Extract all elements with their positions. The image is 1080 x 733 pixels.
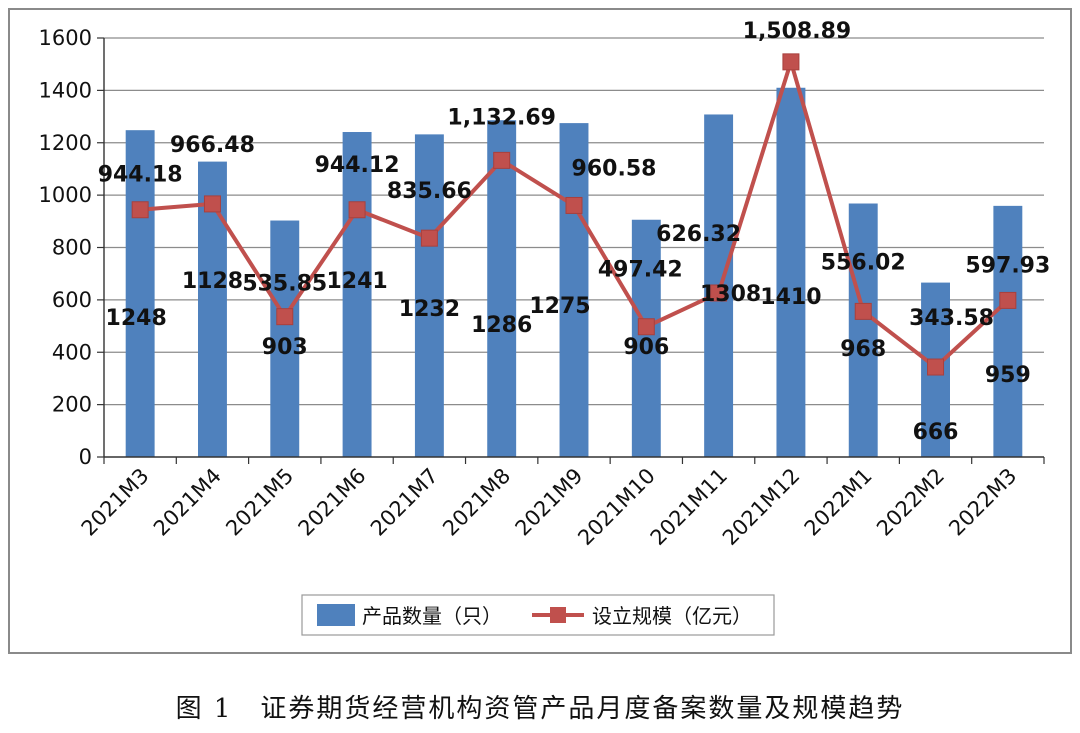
line-point-2021M6 <box>348 201 366 219</box>
legend-line-label: 设立规模（亿元） <box>592 604 752 628</box>
x-tick-label-2021M6: 2021M6 <box>294 464 371 541</box>
bar-data-label-2021M4: 1128 <box>182 269 243 294</box>
figure-caption: 图 1 证券期货经营机构资管产品月度备案数量及规模趋势 <box>175 694 905 724</box>
x-tick-label-2021M8: 2021M8 <box>438 464 515 541</box>
line-data-label-2021M4: 966.48 <box>170 133 255 158</box>
bar-2022M1 <box>848 203 878 457</box>
y-tick-label: 1400 <box>39 78 92 102</box>
bar-data-label-2021M10: 906 <box>623 335 669 360</box>
bar-data-label-2021M7: 1232 <box>399 297 460 322</box>
line-point-2022M1 <box>854 302 872 320</box>
line-point-2021M5 <box>276 308 294 326</box>
bar-data-label-2022M2: 666 <box>913 420 959 445</box>
line-point-2021M9 <box>565 196 583 214</box>
legend-bar-swatch <box>317 604 355 626</box>
bar-data-label-2021M12: 1410 <box>760 285 821 310</box>
line-data-label-2022M2: 343.58 <box>909 306 994 331</box>
y-tick-label: 800 <box>52 236 92 260</box>
x-tick-label-2021M5: 2021M5 <box>221 464 298 541</box>
y-tick-label: 1000 <box>39 183 92 207</box>
line-point-2021M3 <box>131 201 149 219</box>
line-point-2022M3 <box>999 291 1017 309</box>
line-data-label-2021M11: 626.32 <box>656 222 741 247</box>
bar-data-label-2021M3: 1248 <box>106 306 167 331</box>
line-data-label-2021M7: 835.66 <box>387 179 472 204</box>
line-data-label-2021M6: 944.12 <box>315 153 400 178</box>
bar-2021M10 <box>631 219 661 457</box>
chart-frame: 0 200 400 600 800 1000 1200 1400 1600 2021M3 2021M… <box>8 8 1072 654</box>
combo-chart: 020040060080010001200140016002021M32021M… <box>39 19 1051 636</box>
bar-data-label-2021M5: 903 <box>262 335 308 360</box>
line-point-2021M8 <box>493 151 511 169</box>
bar-data-label-2022M3: 959 <box>985 363 1031 388</box>
y-tick-label: 1600 <box>39 26 92 50</box>
legend-line-marker <box>550 607 566 623</box>
legend: 产品数量（只） 设立规模（亿元） <box>301 594 775 636</box>
bar-data-label-2021M8: 1286 <box>471 313 532 338</box>
x-tick-label-2021M12: 2021M12 <box>718 464 804 550</box>
line-data-label-2021M10: 497.42 <box>598 258 683 283</box>
x-tick-label-2021M7: 2021M7 <box>366 464 443 541</box>
line-data-label-2021M8: 1,132.69 <box>447 105 556 130</box>
bar-series <box>125 87 1023 458</box>
y-tick-label: 1200 <box>39 131 92 155</box>
bar-2021M8 <box>487 120 517 457</box>
line-point-2021M4 <box>203 195 221 213</box>
bar-2021M3 <box>125 130 155 457</box>
y-tick-label: 0 <box>79 445 92 469</box>
bar-2021M6 <box>342 132 372 457</box>
bar-data-label-2021M9: 1275 <box>529 294 590 319</box>
x-tick-label-2021M11: 2021M11 <box>646 464 732 550</box>
x-tick-label-2021M10: 2021M10 <box>573 464 659 550</box>
bar-2021M9 <box>559 123 589 457</box>
line-point-2021M12 <box>782 53 800 71</box>
line-point-2022M2 <box>927 358 945 376</box>
x-tick-label-2021M4: 2021M4 <box>149 464 226 541</box>
bar-data-label-2022M1: 968 <box>840 337 886 362</box>
bar-data-label-2021M6: 1241 <box>326 269 387 294</box>
line-data-label-2021M5: 535.85 <box>242 272 327 297</box>
x-tick-label-2022M2: 2022M2 <box>872 464 949 541</box>
line-point-2021M7 <box>420 229 438 247</box>
x-tick-label-2022M3: 2022M3 <box>944 464 1021 541</box>
line-data-label-2022M3: 597.93 <box>965 253 1050 278</box>
line-data-label-2021M3: 944.18 <box>98 163 183 188</box>
legend-bar-label: 产品数量（只） <box>362 604 502 628</box>
bar-data-label-2021M11: 1308 <box>700 282 761 307</box>
bar-2021M7 <box>414 134 444 457</box>
bar-2021M12 <box>776 87 806 457</box>
x-tick-label-2021M3: 2021M3 <box>77 464 154 541</box>
line-point-2021M10 <box>637 318 655 336</box>
line-series <box>131 53 1017 376</box>
y-tick-label: 400 <box>52 340 92 364</box>
bar-2021M5 <box>270 220 300 457</box>
bar-2022M3 <box>993 205 1023 457</box>
line-data-label-2021M12: 1,508.89 <box>743 19 852 44</box>
x-tick-label-2021M9: 2021M9 <box>511 464 588 541</box>
y-tick-label: 200 <box>52 393 92 417</box>
line-data-label-2021M9: 960.58 <box>572 156 657 181</box>
y-tick-label: 600 <box>52 288 92 312</box>
x-tick-label-2022M1: 2022M1 <box>800 464 877 541</box>
line-point-2021M11 <box>710 284 728 302</box>
line-data-label-2022M1: 556.02 <box>821 250 906 275</box>
